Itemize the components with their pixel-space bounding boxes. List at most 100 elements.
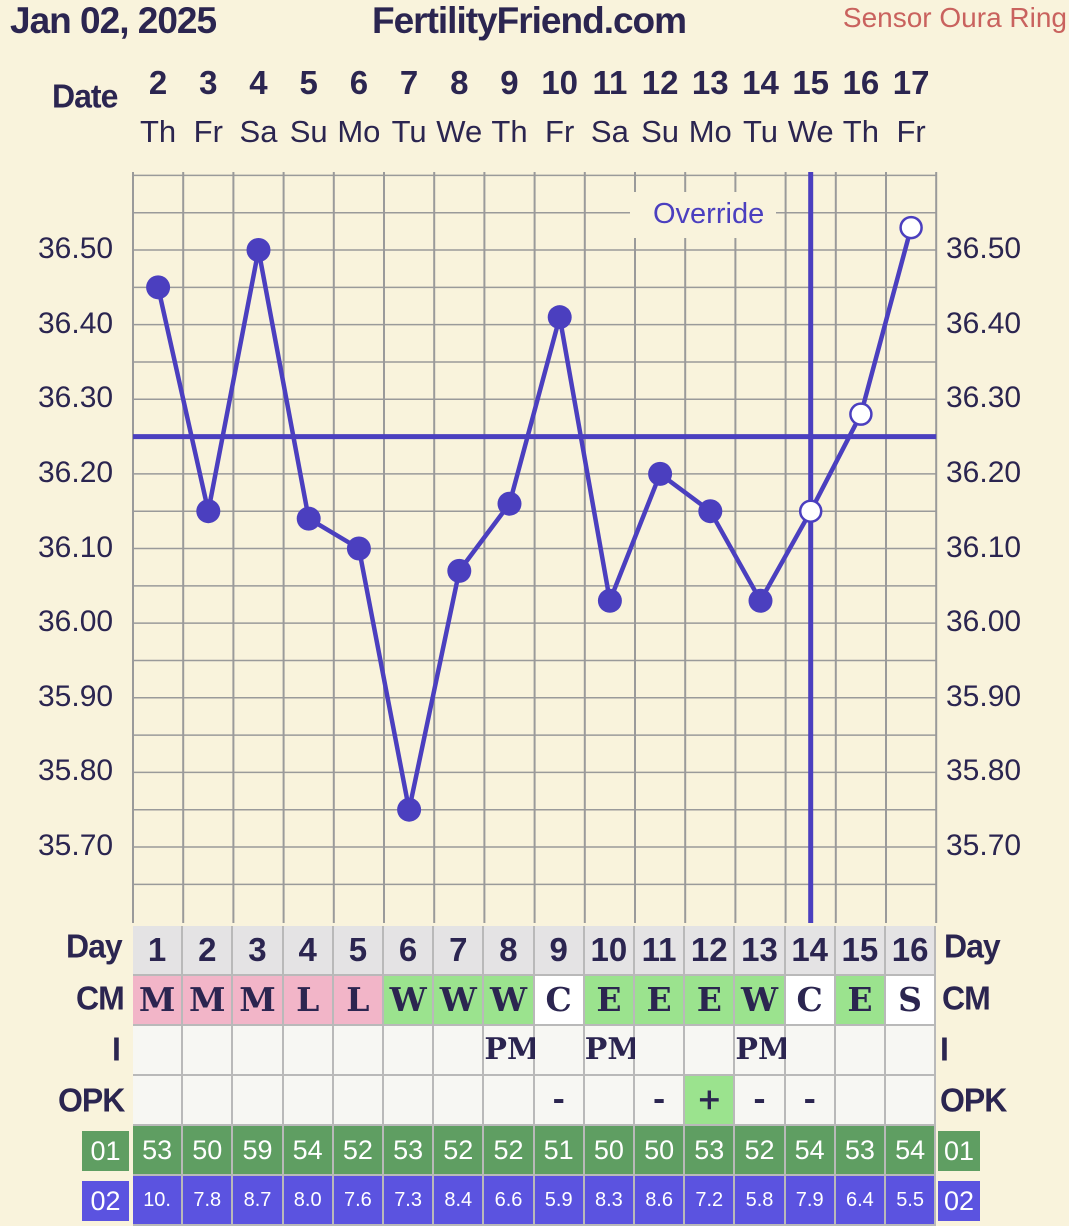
temperature-point (497, 491, 522, 516)
opk-cell (384, 1076, 435, 1126)
date-number: 15 (792, 64, 830, 101)
intercourse-cell (785, 1026, 836, 1076)
cycle-day-cell: 16 (886, 926, 937, 976)
cycle-day-cell: 7 (434, 926, 485, 976)
row-01-cell: 50 (635, 1126, 686, 1176)
override-label-bg (630, 192, 776, 238)
weekday-label: Mo (337, 114, 381, 149)
intercourse-cell (835, 1026, 886, 1076)
opk-cell: + (685, 1076, 736, 1126)
y-tick-label-left: 36.20 (38, 455, 114, 489)
intercourse-cell (635, 1026, 686, 1076)
date-number: 8 (450, 64, 469, 101)
site-title: FertilityFriend.com (372, 0, 687, 41)
row-01-cell: 53 (133, 1126, 184, 1176)
row-02-badge-right: 02 (938, 1181, 980, 1221)
y-tick-label-left: 35.70 (38, 829, 114, 862)
date-number: 3 (199, 64, 218, 101)
row-01-cell: 53 (384, 1126, 435, 1176)
cycle-day-cell: 11 (635, 926, 686, 976)
row-02-cell: 5.8 (735, 1176, 786, 1226)
cm-cell: C (785, 976, 836, 1026)
y-tick-label-left: 36.10 (38, 530, 114, 564)
cm-cell: E (584, 976, 635, 1026)
weekday-label: Su (641, 114, 680, 149)
y-tick-label-right: 36.30 (946, 381, 1022, 415)
row-02-cell: 8.0 (283, 1176, 334, 1226)
weekday-label: Fr (193, 114, 223, 149)
cm-cell: E (685, 976, 736, 1026)
row-01-cell: 53 (835, 1126, 886, 1176)
cycle-day-cell: 3 (233, 926, 284, 976)
row-02-cell: 8.4 (434, 1176, 485, 1226)
row-02-cell: 7.8 (183, 1176, 234, 1226)
intercourse-cell (283, 1026, 334, 1076)
opk-cell (283, 1076, 334, 1126)
intercourse-cell (233, 1026, 284, 1076)
cm-cell: W (434, 976, 485, 1026)
cycle-day-cell: 9 (534, 926, 585, 976)
cycle-day-cell: 10 (584, 926, 635, 976)
cm-row-label-right: CM (942, 979, 991, 1017)
opk-cell: - (785, 1076, 836, 1126)
cm-cell: W (735, 976, 786, 1026)
y-tick-label-left: 36.00 (38, 605, 114, 639)
weekday-label: Th (491, 114, 528, 149)
sensor-label: Sensor Oura Ring (842, 2, 1067, 33)
temperature-line (155, 227, 914, 812)
temperature-point (748, 588, 773, 613)
row-01-cell: 52 (434, 1126, 485, 1176)
cycle-day-cell: 5 (333, 926, 384, 976)
date-number: 12 (641, 64, 679, 101)
intercourse-cell: PM (584, 1026, 641, 1076)
cm-cell: S (886, 976, 937, 1026)
y-tick-label-right: 35.80 (946, 754, 1022, 788)
row-01-cell: 54 (785, 1126, 836, 1176)
opk-cell (484, 1076, 535, 1126)
row-01-cell: 51 (534, 1126, 585, 1176)
temperature-point-hollow (849, 402, 873, 426)
cm-cell: L (333, 976, 384, 1026)
temperature-point-hollow (899, 215, 923, 240)
intercourse-cell: PM (735, 1026, 791, 1076)
weekday-label: Tu (742, 114, 778, 149)
date-row-label: Date (52, 77, 118, 115)
intercourse-cell (685, 1026, 736, 1076)
cm-cell: M (233, 976, 284, 1026)
weekday-label: Sa (239, 114, 278, 149)
row-02-cell: 6.6 (484, 1176, 535, 1226)
row-01-cell: 59 (233, 1126, 284, 1176)
opk-cell (333, 1076, 384, 1126)
cycle-day-cell: 12 (685, 926, 736, 976)
opk-row-label-left: OPK (58, 1081, 125, 1119)
override-label: Override (653, 198, 764, 230)
temperature-point (648, 461, 673, 486)
temperature-point (597, 588, 622, 613)
row-01-badge-left: 01 (82, 1131, 129, 1171)
row-01-badge-right: 01 (938, 1131, 980, 1171)
temperature-point (447, 558, 472, 583)
y-tick-label-left: 35.90 (38, 679, 114, 713)
temperature-point (296, 506, 321, 531)
weekday-label: Sa (590, 114, 629, 149)
y-tick-label-right: 35.70 (946, 829, 1022, 862)
weekday-label: Mo (688, 114, 732, 149)
temperature-point (397, 797, 422, 822)
opk-cell (133, 1076, 184, 1126)
cm-cell: M (183, 976, 234, 1026)
weekday-label: Tu (391, 114, 427, 149)
weekday-label: Fr (545, 114, 575, 149)
row-02-badge-left: 02 (82, 1181, 129, 1221)
cycle-day-cell: 1 (133, 926, 184, 976)
opk-row-label-right: OPK (940, 1081, 1007, 1119)
y-tick-label-left: 35.80 (38, 754, 114, 788)
y-tick-label-right: 36.40 (946, 306, 1022, 340)
date-number: 9 (500, 64, 519, 101)
opk-cell (835, 1076, 886, 1126)
day-row-label-right: Day (944, 927, 1001, 965)
cm-cell: L (283, 976, 334, 1026)
weekday-label: We (787, 114, 834, 149)
y-tick-label-right: 36.10 (946, 530, 1022, 564)
weekday-label: Fr (896, 114, 926, 149)
intercourse-cell (534, 1026, 585, 1076)
